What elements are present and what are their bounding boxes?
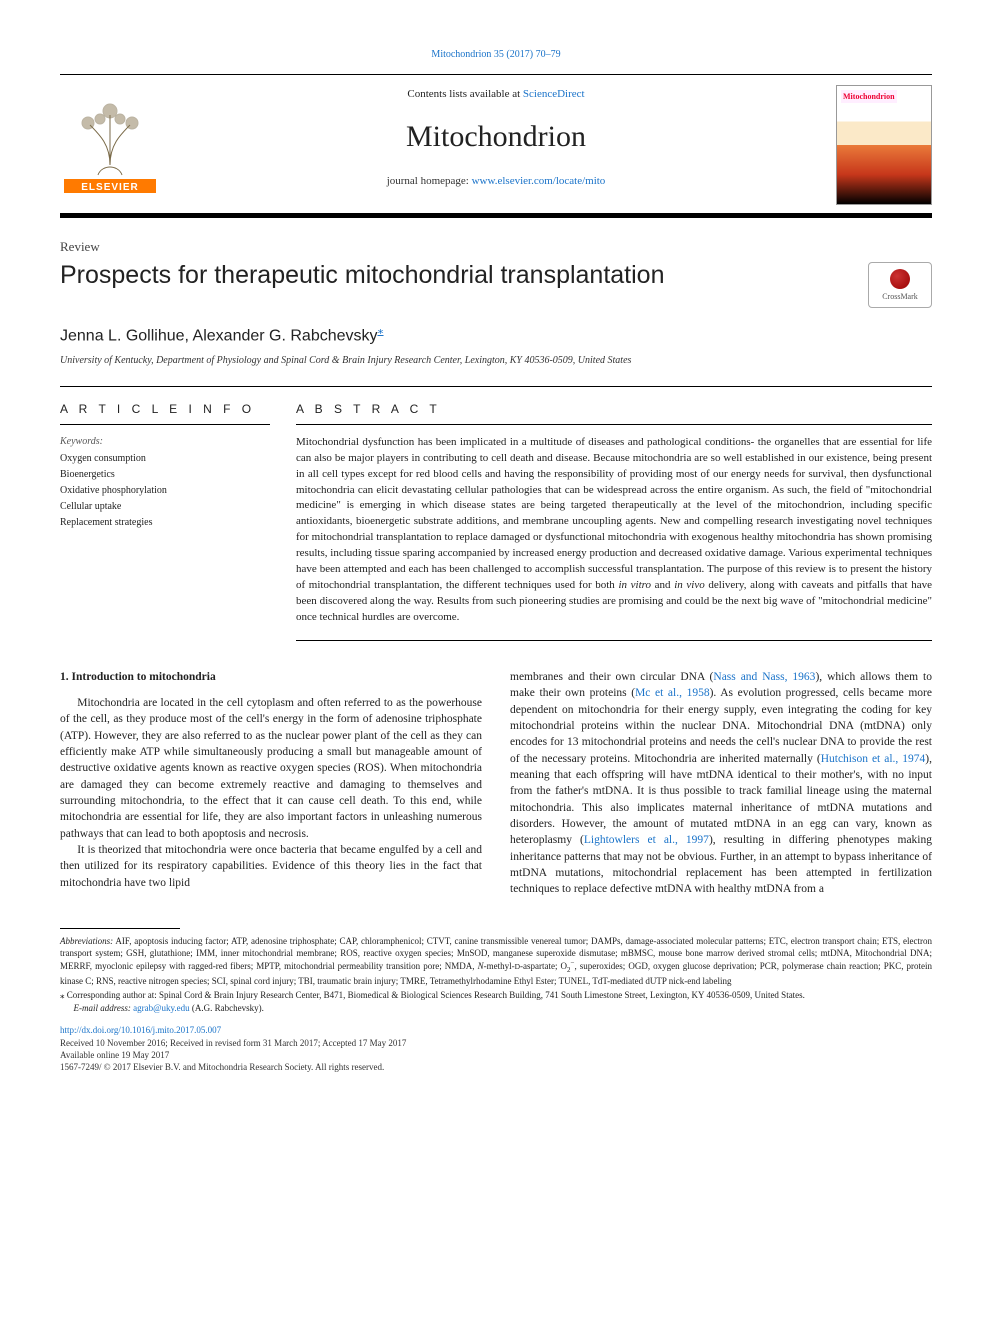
available-online: Available online 19 May 2017 — [60, 1050, 169, 1060]
article-info-column: A R T I C L E I N F O Keywords: Oxygen c… — [60, 401, 270, 641]
keyword-item: Oxygen consumption — [60, 451, 270, 467]
journal-homepage-link[interactable]: www.elsevier.com/locate/mito — [472, 175, 606, 187]
contents-prefix: Contents lists available at — [407, 88, 522, 100]
affiliation: University of Kentucky, Department of Ph… — [60, 354, 932, 368]
journal-cover-thumbnail: Mitochondrion — [836, 85, 932, 205]
abstract-text: Mitochondrial dysfunction has been impli… — [296, 435, 932, 626]
email-label: E-mail address: — [74, 1003, 134, 1013]
journal-name: Mitochondrion — [170, 116, 822, 158]
running-head-citation: Mitochondrion 35 (2017) 70–79 — [60, 48, 932, 62]
abstract-end-rule — [296, 640, 932, 641]
abbreviations-block: Abbreviations: AIF, apoptosis inducing f… — [60, 935, 932, 988]
copyright-line: 1567-7249/ © 2017 Elsevier B.V. and Mito… — [60, 1062, 384, 1072]
svg-text:ELSEVIER: ELSEVIER — [81, 182, 138, 193]
body-paragraph: It is theorized that mitochondria were o… — [60, 842, 482, 891]
masthead-center: Contents lists available at ScienceDirec… — [170, 85, 822, 190]
citation-link[interactable]: Mc et al., 1958 — [635, 687, 710, 699]
body-paragraph: membranes and their own circular DNA (Na… — [510, 669, 932, 898]
contents-available-line: Contents lists available at ScienceDirec… — [170, 87, 822, 102]
keyword-item: Replacement strategies — [60, 515, 270, 531]
corresponding-author-block: ⁎ Corresponding author at: Spinal Cord &… — [60, 989, 932, 1001]
sciencedirect-link[interactable]: ScienceDirect — [523, 88, 585, 100]
mid-rule — [60, 386, 932, 387]
email-suffix: (A.G. Rabchevsky). — [190, 1003, 264, 1013]
body-paragraph: Mitochondria are located in the cell cyt… — [60, 695, 482, 842]
body-two-column: 1. Introduction to mitochondria Mitochon… — [60, 669, 932, 898]
doi-copyright-block: http://dx.doi.org/10.1016/j.mito.2017.05… — [60, 1024, 932, 1073]
abbrev-label: Abbreviations: — [60, 936, 113, 946]
abstract-head: A B S T R A C T — [296, 401, 932, 418]
citation-link[interactable]: Hutchison et al., 1974 — [821, 753, 926, 765]
corresponding-email-link[interactable]: agrab@uky.edu — [133, 1003, 189, 1013]
article-title: Prospects for therapeutic mitochondrial … — [60, 260, 848, 291]
article-type: Review — [60, 238, 932, 256]
journal-homepage-line: journal homepage: www.elsevier.com/locat… — [170, 174, 822, 189]
corr-text: Spinal Cord & Brain Injury Research Cent… — [157, 990, 805, 1000]
email-block: E-mail address: agrab@uky.edu (A.G. Rabc… — [60, 1002, 932, 1014]
cover-title-text: Mitochondrion — [841, 90, 897, 103]
keyword-item: Cellular uptake — [60, 499, 270, 515]
publisher-logo-slot: ELSEVIER — [60, 85, 170, 200]
keyword-item: Oxidative phosphorylation — [60, 483, 270, 499]
crossmark-badge[interactable]: CrossMark — [868, 262, 932, 308]
abbrev-text: AIF, apoptosis inducing factor; ATP, ade… — [60, 936, 932, 987]
citation-link[interactable]: Lightowlers et al., 1997 — [584, 834, 709, 846]
keywords-list: Oxygen consumption Bioenergetics Oxidati… — [60, 451, 270, 531]
elsevier-tree-logo: ELSEVIER — [60, 85, 160, 195]
masthead: ELSEVIER Contents lists available at Sci… — [60, 75, 932, 218]
abstract-rule — [296, 424, 932, 425]
corresponding-author-mark[interactable]: ⁎ — [378, 323, 384, 337]
article-info-head: A R T I C L E I N F O — [60, 401, 270, 418]
received-dates: Received 10 November 2016; Received in r… — [60, 1038, 406, 1048]
info-rule — [60, 424, 270, 425]
citation-link[interactable]: Nass and Nass, 1963 — [713, 671, 815, 683]
body-right-column: membranes and their own circular DNA (Na… — [510, 669, 932, 898]
section-1-heading: 1. Introduction to mitochondria — [60, 669, 482, 685]
body-left-column: 1. Introduction to mitochondria Mitochon… — [60, 669, 482, 898]
abstract-column: A B S T R A C T Mitochondrial dysfunctio… — [296, 401, 932, 641]
keywords-label: Keywords: — [60, 435, 270, 449]
footnote-rule — [60, 928, 180, 929]
crossmark-label: CrossMark — [882, 291, 918, 302]
homepage-prefix: journal homepage: — [387, 175, 472, 187]
author-list: Jenna L. Gollihue, Alexander G. Rabchevs… — [60, 322, 932, 348]
crossmark-icon — [890, 269, 910, 289]
authors-text: Jenna L. Gollihue, Alexander G. Rabchevs… — [60, 328, 378, 345]
cover-thumb-slot: Mitochondrion — [822, 85, 932, 205]
doi-link[interactable]: http://dx.doi.org/10.1016/j.mito.2017.05… — [60, 1025, 221, 1035]
corr-label: ⁎ Corresponding author at: — [60, 990, 157, 1000]
keyword-item: Bioenergetics — [60, 467, 270, 483]
